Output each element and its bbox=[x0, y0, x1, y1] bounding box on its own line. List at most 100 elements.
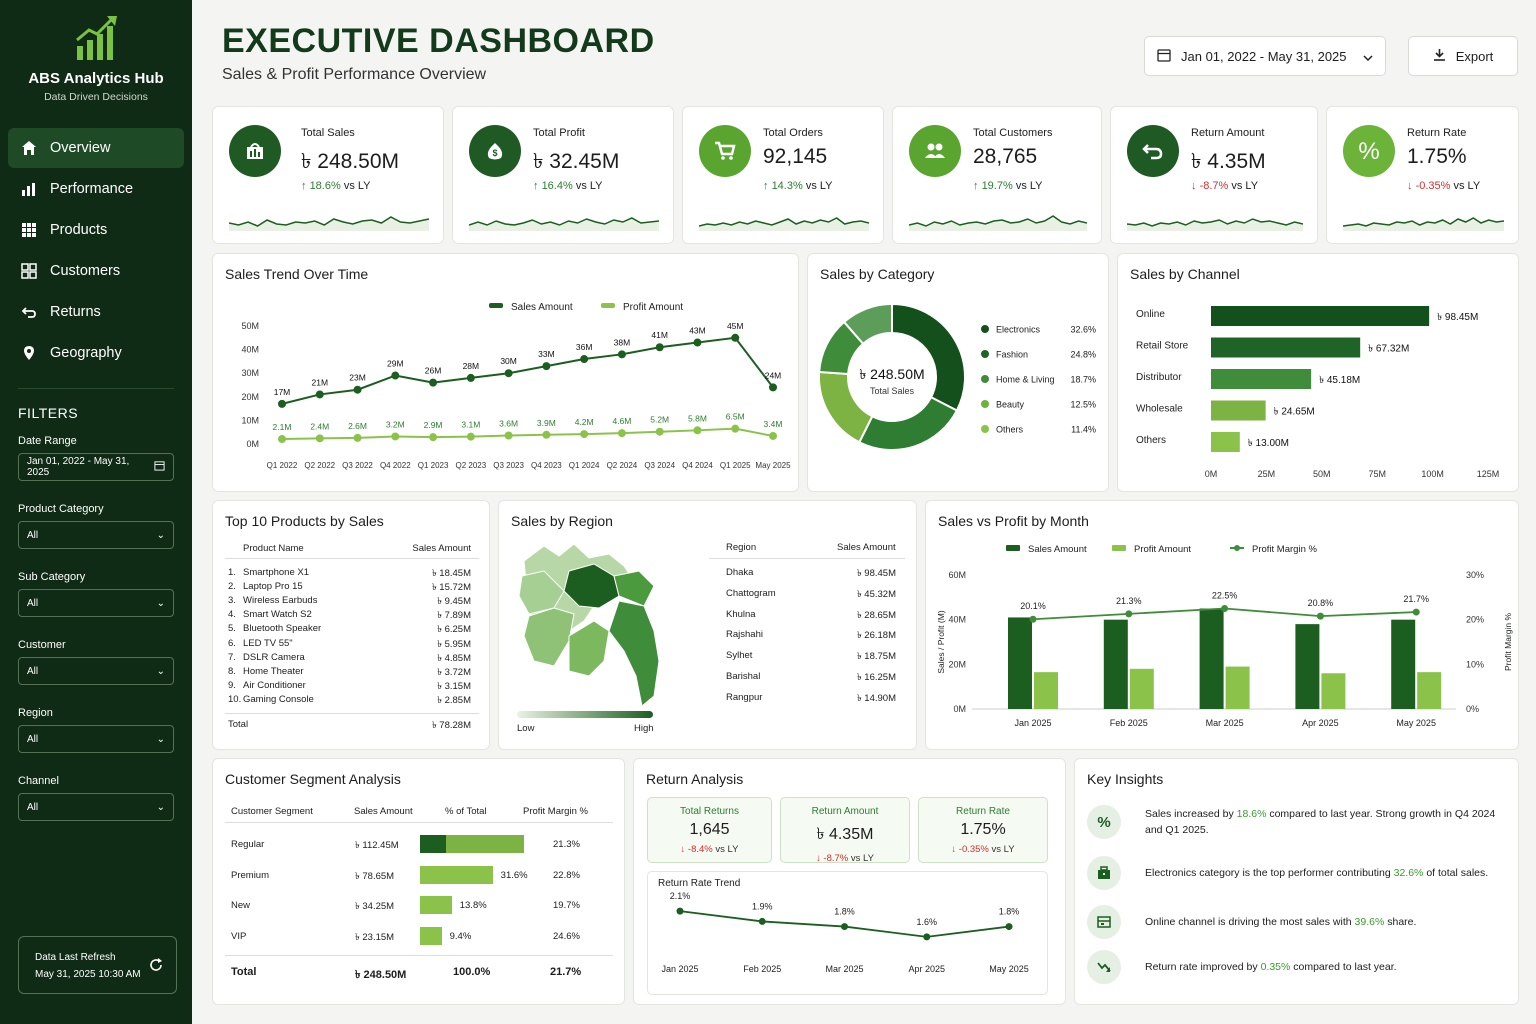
data-point bbox=[429, 378, 438, 387]
product-rank: 8. bbox=[228, 665, 236, 677]
col-header-product: Product Name bbox=[243, 543, 304, 554]
profit-bar bbox=[1129, 668, 1154, 709]
key-insights-card: Key Insights % Sales increased by 18.6% … bbox=[1074, 758, 1519, 1005]
segment-bar bbox=[420, 896, 452, 914]
nav-label: Returns bbox=[50, 304, 101, 320]
y-left-tick: 40M bbox=[948, 615, 966, 625]
product-sales: ৳ 2.85M bbox=[437, 694, 471, 706]
change-value: -0.35% bbox=[1415, 180, 1451, 192]
nav-item-overview[interactable]: Overview bbox=[8, 128, 184, 168]
x-tick-label: May 2025 bbox=[989, 964, 1029, 974]
legend-label: Others bbox=[996, 425, 1024, 435]
donut-slice bbox=[818, 370, 874, 444]
product-sales: ৳ 9.45M bbox=[437, 596, 471, 608]
y-left-tick: 60M bbox=[948, 570, 966, 580]
data-point bbox=[580, 355, 589, 364]
legend-value: 32.6% bbox=[1070, 325, 1096, 335]
segment-margin: 19.7% bbox=[553, 900, 580, 911]
data-label: 5.8M bbox=[688, 413, 707, 423]
margin-label: 20.1% bbox=[1020, 601, 1046, 611]
nav-item-geography[interactable]: Geography bbox=[8, 333, 184, 373]
data-label: 4.2M bbox=[575, 417, 594, 427]
x-tick-label: Apr 2025 bbox=[1302, 718, 1339, 728]
sub-category-select[interactable]: All ⌄ bbox=[18, 589, 174, 617]
product-name: Home Theater bbox=[243, 665, 304, 677]
data-point bbox=[391, 432, 400, 441]
return-amount-box: Return Amount ৳ 4.35M ↓ -8.7% vs LY bbox=[780, 797, 910, 864]
box-change: ↓ -8.7% vs LY bbox=[781, 853, 909, 864]
x-tick-label: 125M bbox=[1477, 469, 1500, 479]
kpi-value: 92,145 bbox=[763, 145, 828, 168]
date-range-picker[interactable]: Jan 01, 2022 - May 31, 2025 bbox=[1144, 36, 1386, 76]
legend-label: Profit Amount bbox=[1134, 544, 1191, 555]
card-title: Sales by Category bbox=[820, 266, 935, 282]
filters-title: FILTERS bbox=[18, 405, 79, 421]
sparkline-line bbox=[1127, 218, 1303, 227]
sidebar-nav: Overview Performance Products Customers … bbox=[8, 128, 184, 374]
legend-value: 11.4% bbox=[1071, 425, 1096, 435]
product-rank: 2. bbox=[228, 581, 236, 593]
segment-sales: ৳ 34.25M bbox=[355, 901, 395, 912]
nav-label: Overview bbox=[50, 140, 111, 156]
sparkline bbox=[229, 216, 429, 231]
insight-post: of total sales. bbox=[1423, 867, 1489, 879]
filter-value: All bbox=[27, 597, 39, 609]
customer-select[interactable]: All ⌄ bbox=[18, 657, 174, 685]
product-category-select[interactable]: All ⌄ bbox=[18, 521, 174, 549]
nav-item-products[interactable]: Products bbox=[8, 210, 184, 250]
x-tick-label: Jan 2025 bbox=[661, 964, 698, 974]
kpi-value: ৳ 248.50M bbox=[301, 150, 400, 173]
x-tick-label: Q1 2022 bbox=[267, 461, 298, 470]
data-point bbox=[923, 933, 931, 941]
return-icon bbox=[1127, 125, 1179, 177]
data-point bbox=[353, 385, 362, 394]
x-tick-label: Q2 2022 bbox=[304, 461, 335, 470]
nav-item-performance[interactable]: Performance bbox=[8, 169, 184, 209]
nav-item-returns[interactable]: Returns bbox=[8, 292, 184, 332]
x-tick-label: 100M bbox=[1421, 469, 1444, 479]
export-button[interactable]: Export bbox=[1408, 36, 1518, 76]
x-tick-label: Q2 2023 bbox=[455, 461, 486, 470]
arrow-down-icon: ↓ bbox=[951, 844, 959, 855]
legend-marker bbox=[1234, 545, 1240, 551]
donut-slice bbox=[891, 302, 966, 412]
legend-dot bbox=[981, 425, 989, 433]
sparkline-line bbox=[469, 217, 659, 226]
date-range-filter[interactable]: Jan 01, 2022 - May 31, 2025 bbox=[18, 453, 174, 481]
profit-bar bbox=[1321, 673, 1346, 709]
data-label: 2.4M bbox=[310, 421, 329, 431]
data-point bbox=[315, 390, 324, 399]
product-name: Bluetooth Speaker bbox=[243, 623, 322, 635]
refresh-label: Data Last Refresh bbox=[35, 952, 116, 963]
donut-slice bbox=[842, 302, 893, 346]
insight-item: Return rate improved by 0.35% compared t… bbox=[1087, 950, 1507, 984]
segment-col-header: Customer Segment bbox=[231, 806, 313, 817]
refresh-icon[interactable] bbox=[148, 957, 164, 979]
change-value: 14.3% bbox=[771, 180, 803, 192]
kpi-title: Total Profit bbox=[533, 127, 585, 139]
region-sales: ৳ 14.90M bbox=[856, 692, 896, 704]
box-change: ↓ -0.35% vs LY bbox=[919, 844, 1047, 855]
kpi-change: ↑ 16.4% vs LY bbox=[533, 180, 603, 192]
sales-channel-chart: Online ৳ 98.45M Retail Store ৳ 67.32M Distri… bbox=[1136, 306, 1500, 479]
chevron-down-icon: ⌄ bbox=[156, 733, 165, 745]
x-tick-label: Q2 2024 bbox=[607, 461, 638, 470]
data-label: 1.8% bbox=[834, 907, 855, 917]
data-label: 2.1% bbox=[670, 891, 691, 901]
insight-item: Online channel is driving the most sales… bbox=[1087, 905, 1507, 939]
x-tick-label: Q1 2024 bbox=[569, 461, 600, 470]
chevron-down-icon: ⌄ bbox=[156, 801, 165, 813]
insight-highlight: 39.6% bbox=[1354, 916, 1385, 928]
x-tick-label: 0M bbox=[1205, 469, 1218, 479]
x-tick-label: Q4 2022 bbox=[380, 461, 411, 470]
nav-item-customers[interactable]: Customers bbox=[8, 251, 184, 291]
region-select[interactable]: All ⌄ bbox=[18, 725, 174, 753]
channel-select[interactable]: All ⌄ bbox=[18, 793, 174, 821]
product-name: Smart Watch S2 bbox=[243, 609, 312, 621]
legend-dot bbox=[981, 375, 989, 383]
data-label: 3.9M bbox=[537, 418, 556, 428]
data-point bbox=[278, 399, 286, 408]
donut-center-label: Total Sales bbox=[870, 386, 915, 396]
kpi-card-total-sales: Total Sales ৳ 248.50M ↑ 18.6% vs LY bbox=[212, 106, 444, 244]
segment-col-header: Sales Amount bbox=[354, 806, 413, 817]
